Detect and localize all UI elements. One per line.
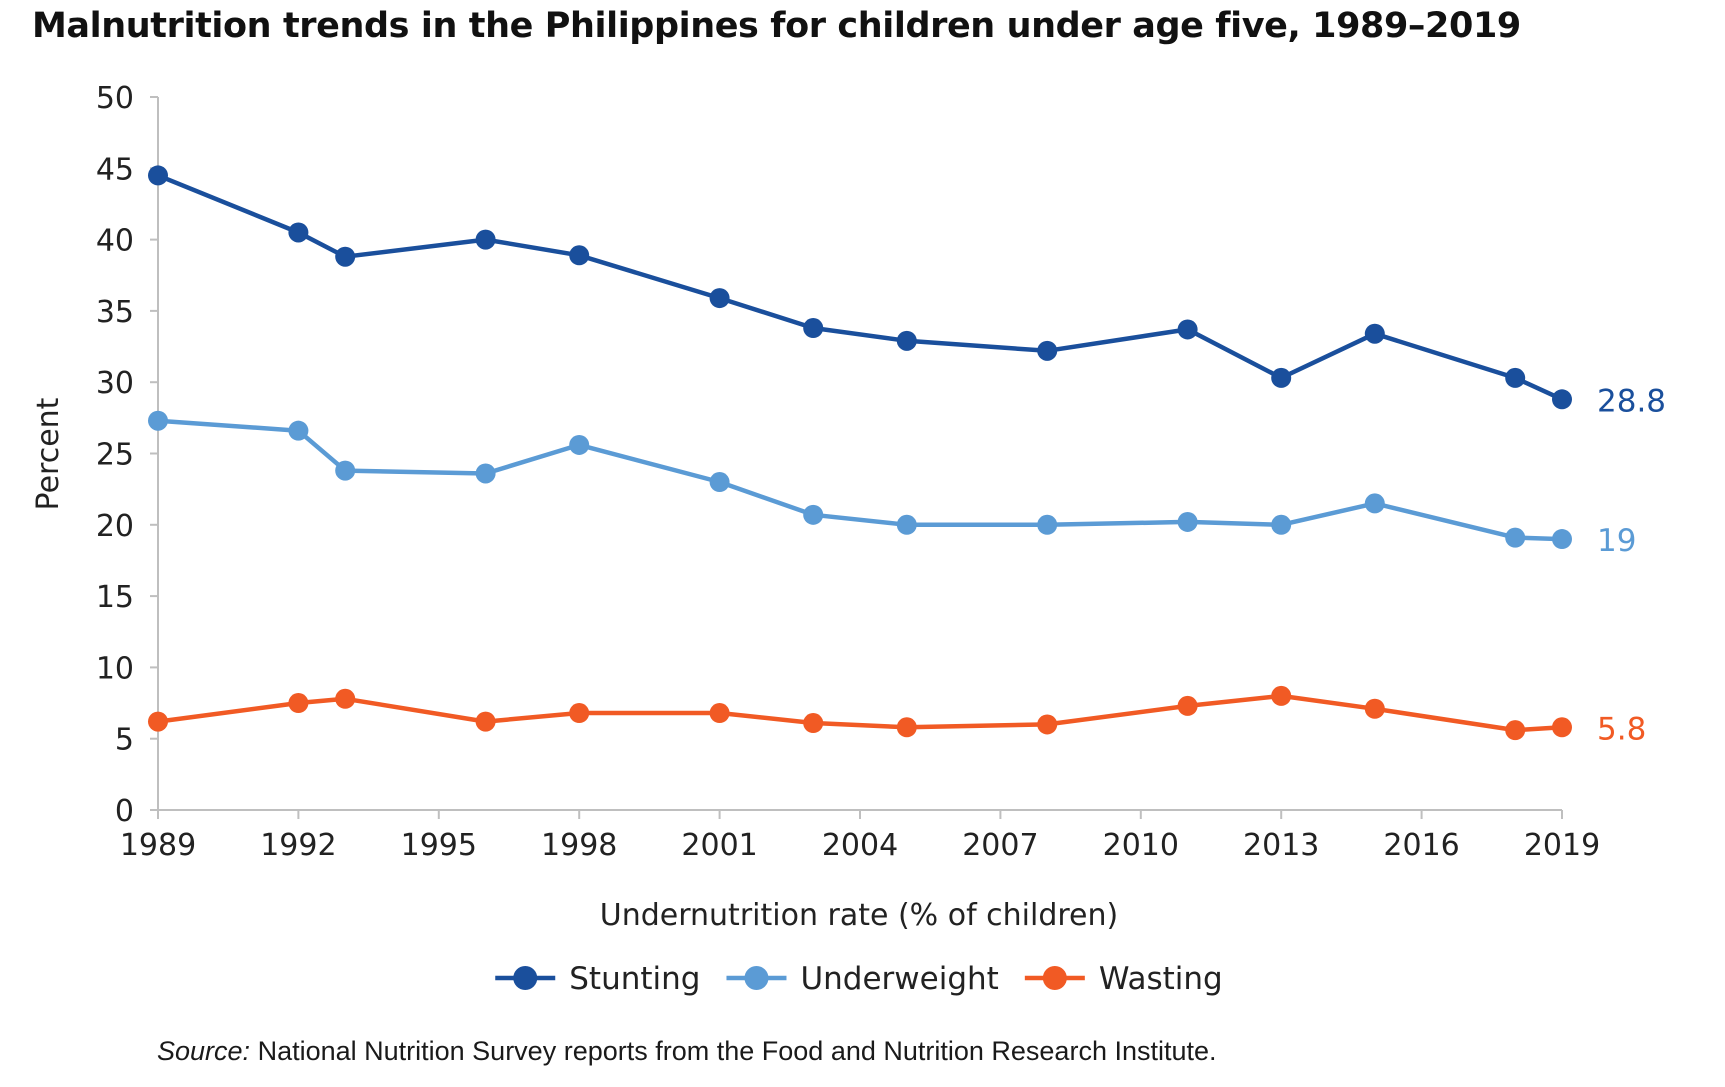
legend-marker [744, 966, 769, 990]
y-axis-title: Percent [31, 397, 66, 510]
data-point-stunting [1364, 323, 1385, 344]
data-point-wasting [1552, 717, 1572, 738]
y-tick-label: 35 [96, 295, 134, 330]
legend-label: Stunting [569, 961, 700, 997]
series-layer [148, 165, 1572, 741]
y-tick-label: 5 [115, 723, 134, 758]
y-tick-label: 25 [96, 438, 134, 473]
data-point-underweight [803, 504, 824, 525]
legend-marker [1042, 966, 1067, 990]
end-label-underweight: 19 [1597, 523, 1636, 559]
y-tick-label: 30 [96, 366, 134, 401]
data-point-underweight [709, 472, 730, 493]
x-tick-label: 2013 [1243, 828, 1319, 863]
data-point-underweight [335, 460, 356, 481]
y-tick-label: 10 [96, 651, 134, 686]
data-point-stunting [569, 245, 590, 266]
x-tick-label: 2019 [1524, 828, 1600, 863]
series-stunting [148, 165, 1572, 410]
series-wasting [148, 685, 1572, 741]
series-line-wasting [155, 693, 1565, 733]
y-tick-label: 15 [96, 580, 134, 615]
series-line-underweight [155, 418, 1565, 542]
data-point-stunting [148, 165, 168, 186]
y-tick-label: 40 [96, 224, 134, 259]
data-point-wasting [896, 717, 917, 738]
data-point-stunting [335, 246, 356, 267]
data-point-underweight [569, 434, 590, 455]
data-point-stunting [709, 288, 730, 309]
x-tick-label: 2004 [822, 828, 898, 863]
data-point-stunting [1505, 367, 1526, 388]
legend-item-underweight: Underweight [726, 961, 999, 997]
end-label-stunting: 28.8 [1597, 383, 1666, 419]
end-labels: 28.8 19 5.8 [1597, 383, 1666, 747]
data-point-underweight [1364, 493, 1385, 514]
data-point-underweight [1271, 514, 1292, 535]
data-point-stunting [475, 229, 496, 250]
data-point-wasting [1505, 720, 1526, 741]
x-tick-label: 2010 [1103, 828, 1179, 863]
axes: 0 5 10 15 20 25 30 35 40 45 50 1989 1992 1995 1998 2001… [96, 81, 1600, 863]
data-point-wasting [1037, 714, 1058, 735]
x-tick-label: 1989 [120, 828, 196, 863]
y-tick-label: 20 [96, 509, 134, 544]
series-line-stunting [155, 173, 1565, 402]
data-point-wasting [148, 711, 168, 732]
data-point-underweight [1177, 511, 1198, 532]
data-point-wasting [1177, 695, 1198, 716]
data-point-wasting [1271, 685, 1292, 706]
chart-title: Malnutrition trends in the Philippines f… [32, 6, 1521, 46]
data-point-underweight [896, 514, 917, 535]
legend: Stunting Underweight Wasting [495, 961, 1223, 997]
y-tick-label: 0 [115, 794, 134, 829]
data-point-underweight [1552, 529, 1572, 550]
y-tick-label: 50 [96, 81, 134, 116]
source-label: Source: [157, 1036, 251, 1066]
data-point-stunting [1177, 319, 1198, 340]
data-point-wasting [335, 688, 356, 709]
data-point-underweight [1505, 527, 1526, 548]
data-point-wasting [1364, 698, 1385, 719]
data-point-underweight [148, 410, 168, 431]
end-label-wasting: 5.8 [1597, 711, 1646, 747]
x-axis-title: Undernutrition rate (% of children) [600, 898, 1118, 933]
data-point-underweight [1037, 514, 1058, 535]
data-point-underweight [288, 420, 309, 441]
data-point-stunting [1271, 367, 1292, 388]
data-point-stunting [288, 222, 309, 243]
x-tick-label: 1992 [260, 828, 336, 863]
y-tick-label: 45 [96, 152, 134, 187]
series-underweight [148, 410, 1572, 550]
x-tick-label: 2007 [962, 828, 1038, 863]
data-point-stunting [1552, 389, 1572, 410]
data-point-wasting [288, 693, 309, 714]
x-tick-label: 2016 [1383, 828, 1459, 863]
source-note: Source: National Nutrition Survey report… [157, 1036, 1217, 1067]
data-point-underweight [475, 463, 496, 484]
x-tick-label: 1995 [401, 828, 477, 863]
legend-label: Wasting [1099, 961, 1223, 997]
data-point-stunting [1037, 340, 1058, 361]
legend-item-wasting: Wasting [1024, 961, 1223, 997]
legend-label: Underweight [800, 961, 998, 997]
data-point-wasting [475, 711, 496, 732]
data-point-wasting [803, 713, 824, 734]
data-point-wasting [709, 703, 730, 724]
legend-marker [513, 966, 538, 990]
data-point-stunting [803, 318, 824, 339]
data-point-stunting [896, 330, 917, 351]
legend-item-stunting: Stunting [495, 961, 700, 997]
source-text: National Nutrition Survey reports from t… [250, 1036, 1217, 1066]
x-tick-label: 1998 [541, 828, 617, 863]
data-point-wasting [569, 703, 590, 724]
x-tick-label: 2001 [681, 828, 757, 863]
